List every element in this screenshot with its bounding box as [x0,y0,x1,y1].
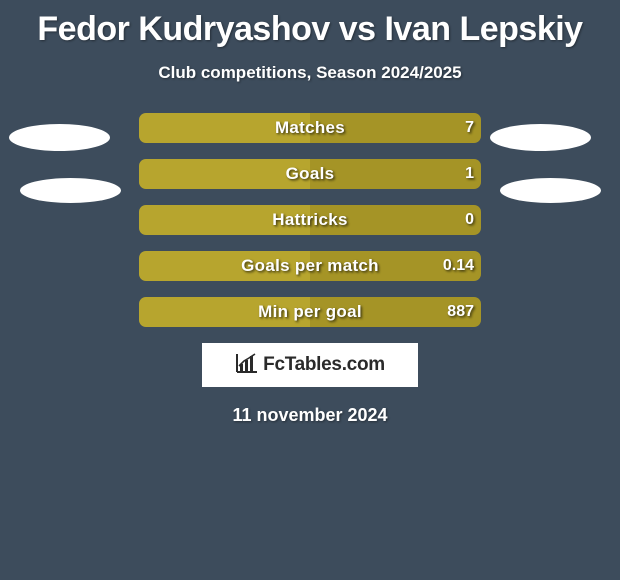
bar-label: Matches [139,113,481,143]
page-title: Fedor Kudryashov vs Ivan Lepskiy [0,0,620,49]
logo-inner: FcTables.com [235,352,385,379]
subtitle: Club competitions, Season 2024/2025 [0,63,620,83]
bar-label: Min per goal [139,297,481,327]
date-text: 11 november 2024 [0,405,620,426]
stat-row: Hattricks0 [10,205,610,235]
value-right: 887 [447,297,474,327]
value-right: 1 [465,159,474,189]
logo-text: FcTables.com [263,354,385,376]
bar-track: Min per goal887 [139,297,481,327]
value-right: 0 [465,205,474,235]
logo-box[interactable]: FcTables.com [202,343,418,387]
bar-label: Goals per match [139,251,481,281]
bar-label: Goals [139,159,481,189]
bar-track: Goals per match0.14 [139,251,481,281]
value-right: 7 [465,113,474,143]
stat-row: Min per goal887 [10,297,610,327]
value-right: 0.14 [443,251,474,281]
bar-track: Hattricks0 [139,205,481,235]
bar-track: Matches7 [139,113,481,143]
decorative-ellipse [9,124,110,151]
decorative-ellipse [20,178,121,203]
chart-icon [235,352,259,379]
decorative-ellipse [490,124,591,151]
decorative-ellipse [500,178,601,203]
bar-track: Goals1 [139,159,481,189]
bar-label: Hattricks [139,205,481,235]
stat-row: Goals per match0.14 [10,251,610,281]
